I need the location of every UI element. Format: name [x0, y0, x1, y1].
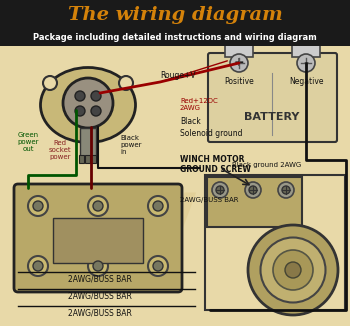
Circle shape: [75, 91, 85, 101]
Text: Black
power
in: Black power in: [120, 135, 141, 155]
Bar: [91, 155, 96, 163]
Circle shape: [33, 201, 43, 211]
Circle shape: [75, 106, 85, 116]
Circle shape: [249, 186, 257, 194]
Text: The wiring diagram: The wiring diagram: [68, 6, 282, 24]
Bar: [80, 128, 96, 158]
Text: 2AWG/BUSS BAR: 2AWG/BUSS BAR: [68, 308, 132, 318]
Circle shape: [81, 126, 95, 140]
Circle shape: [119, 76, 133, 90]
Text: WINCH MOTOR
GROUND SCREW: WINCH MOTOR GROUND SCREW: [180, 155, 251, 174]
Circle shape: [93, 261, 103, 271]
Text: Red+12DC
2AWG: Red+12DC 2AWG: [180, 98, 218, 111]
Bar: [205, 175, 345, 310]
Text: Package including detailed instructions and wiring diagram: Package including detailed instructions …: [33, 34, 317, 42]
Text: ATV: ATV: [63, 190, 197, 250]
Bar: [0, 46, 350, 326]
Bar: [207, 177, 302, 227]
Bar: [225, 43, 253, 57]
Bar: [85, 155, 90, 163]
Circle shape: [282, 186, 290, 194]
Circle shape: [91, 91, 101, 101]
Bar: [0, 30, 350, 46]
Circle shape: [148, 256, 168, 276]
Circle shape: [28, 256, 48, 276]
Bar: [79, 155, 84, 163]
Text: Black: Black: [180, 117, 201, 126]
FancyBboxPatch shape: [14, 184, 182, 292]
Text: -: -: [303, 56, 309, 69]
Circle shape: [273, 250, 313, 290]
Ellipse shape: [248, 225, 338, 315]
Text: +: +: [234, 56, 244, 69]
Bar: [292, 43, 320, 57]
Circle shape: [43, 76, 57, 90]
Circle shape: [28, 196, 48, 216]
Text: Solenoid ground: Solenoid ground: [180, 128, 243, 138]
Text: 2AWG/BUSS BAR: 2AWG/BUSS BAR: [68, 291, 132, 301]
Text: Rouge+V: Rouge+V: [160, 71, 196, 80]
Circle shape: [33, 261, 43, 271]
Circle shape: [63, 78, 113, 128]
Circle shape: [91, 106, 101, 116]
Ellipse shape: [260, 238, 326, 303]
Circle shape: [245, 182, 261, 198]
Circle shape: [278, 182, 294, 198]
Circle shape: [285, 262, 301, 278]
Circle shape: [93, 201, 103, 211]
FancyBboxPatch shape: [208, 53, 337, 142]
Bar: [53, 218, 143, 263]
Circle shape: [153, 201, 163, 211]
Text: Positive: Positive: [224, 77, 254, 86]
Circle shape: [230, 54, 248, 72]
Circle shape: [212, 182, 228, 198]
Circle shape: [216, 186, 224, 194]
Text: 2AWG/BUSS BAR: 2AWG/BUSS BAR: [180, 197, 238, 203]
Circle shape: [88, 256, 108, 276]
Circle shape: [148, 196, 168, 216]
Circle shape: [153, 261, 163, 271]
Text: Green
power
out: Green power out: [17, 132, 39, 152]
Text: Negative: Negative: [289, 77, 323, 86]
Text: BATTERY: BATTERY: [244, 112, 300, 122]
Ellipse shape: [41, 67, 135, 142]
Text: Red
socket
power: Red socket power: [49, 140, 71, 160]
Text: Black ground 2AWG: Black ground 2AWG: [232, 162, 301, 168]
Circle shape: [88, 196, 108, 216]
Bar: [0, 0, 350, 30]
Circle shape: [297, 54, 315, 72]
Text: 2AWG/BUSS BAR: 2AWG/BUSS BAR: [68, 274, 132, 284]
